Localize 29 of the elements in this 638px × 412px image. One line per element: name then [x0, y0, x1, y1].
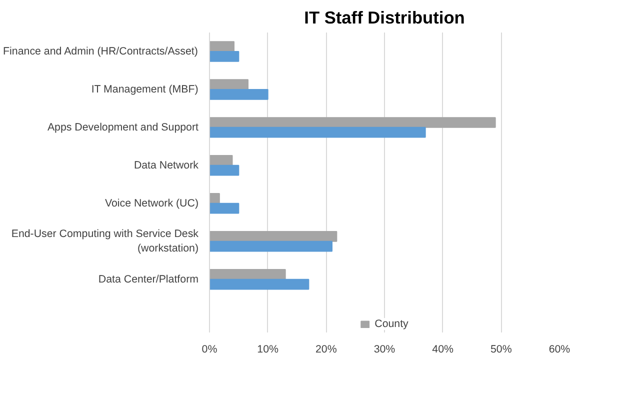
x-tick-label: 20%: [316, 344, 338, 356]
x-tick-label: 0%: [202, 344, 218, 356]
legend-label: County: [374, 318, 408, 330]
bar: [210, 50, 240, 62]
x-tick-label: 10%: [257, 344, 280, 356]
y-tick-label: Finance and Admin (HR/Contracts/Asset): [3, 45, 198, 58]
bar: [210, 268, 286, 280]
bar: [210, 240, 332, 252]
bar: [210, 164, 240, 176]
bar: [210, 117, 496, 128]
bar: [210, 278, 310, 290]
y-tick-label: Data Center/Platform: [98, 273, 199, 286]
x-tick-label: 30%: [374, 344, 396, 356]
x-tick-label: 40%: [432, 344, 454, 356]
y-tick-label: Data Network: [134, 159, 200, 172]
bar: [210, 126, 426, 138]
y-tick-label: Apps Development and Support: [47, 121, 199, 134]
chart-title: IT Staff Distribution: [304, 8, 465, 28]
bar: [210, 202, 240, 214]
y-tick-label: End-User Computing with Service Desk (workstation): [11, 228, 200, 255]
x-tick-label: 60%: [548, 344, 571, 356]
x-tick-label: 50%: [490, 344, 512, 356]
bar: [210, 155, 233, 166]
y-tick-label: Voice Network (UC): [104, 197, 199, 210]
bar: [210, 79, 248, 90]
bar: [210, 230, 338, 242]
y-tick-label: IT Management (MBF): [91, 83, 198, 96]
bar: [210, 88, 268, 100]
bar: [210, 41, 234, 52]
